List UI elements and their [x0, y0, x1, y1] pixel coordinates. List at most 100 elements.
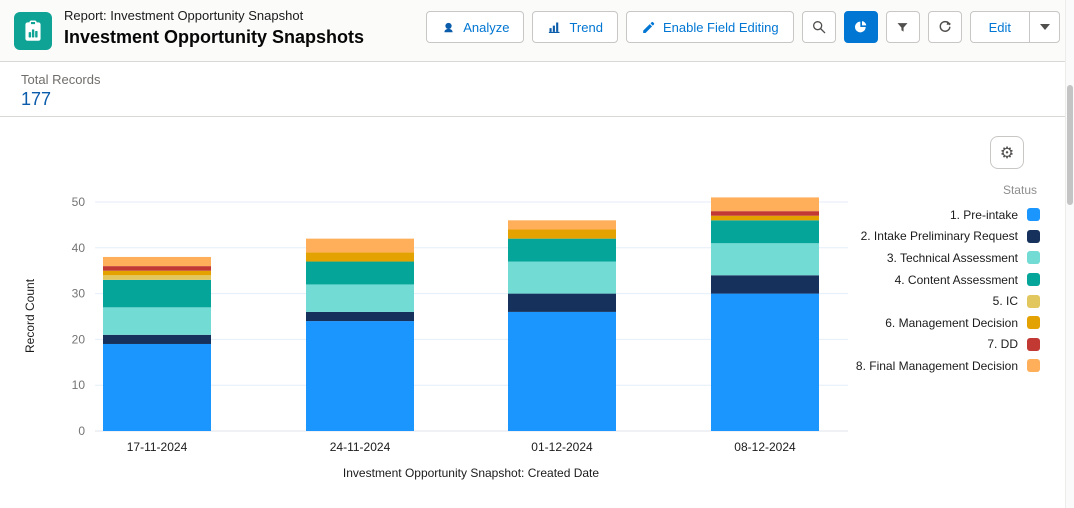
vertical-scrollbar-thumb[interactable]	[1067, 85, 1073, 205]
bar-segment[interactable]	[711, 243, 819, 275]
report-object-icon	[14, 12, 52, 50]
y-tick-label: 20	[72, 332, 86, 346]
bar-segment[interactable]	[711, 275, 819, 293]
legend-swatch	[1027, 251, 1040, 264]
x-axis-title: Investment Opportunity Snapshot: Created…	[343, 466, 599, 480]
legend-item[interactable]: 6. Management Decision	[810, 312, 1040, 334]
x-tick-label: 01-12-2024	[531, 440, 593, 454]
bar-segment[interactable]	[103, 271, 211, 276]
report-type-label: Report: Investment Opportunity Snapshot	[64, 8, 364, 24]
legend-swatch	[1027, 295, 1040, 308]
bar-segment[interactable]	[306, 284, 414, 311]
bar-segment[interactable]	[103, 344, 211, 431]
legend-label: 5. IC	[993, 294, 1018, 308]
bar-segment[interactable]	[711, 216, 819, 221]
bar-segment[interactable]	[711, 294, 819, 431]
legend-swatch	[1027, 338, 1040, 351]
bar-segment[interactable]	[306, 312, 414, 321]
header-titles: Report: Investment Opportunity Snapshot …	[64, 8, 364, 49]
bar-segment[interactable]	[508, 294, 616, 312]
bar-segment[interactable]	[306, 321, 414, 431]
pencil-icon	[641, 20, 656, 35]
analyze-button-label: Analyze	[463, 20, 509, 35]
bar-segment[interactable]	[103, 335, 211, 344]
y-axis-title: Record Count	[23, 278, 37, 353]
clipboard-chart-icon	[20, 18, 46, 44]
bar-segment[interactable]	[103, 307, 211, 334]
total-records-value[interactable]: 177	[21, 89, 51, 110]
legend-item[interactable]: 2. Intake Preliminary Request	[810, 226, 1040, 248]
edit-button[interactable]: Edit	[971, 12, 1029, 42]
header-toolbar: Analyze Trend Enable Field Editing	[426, 11, 1060, 43]
einstein-analyze-icon	[441, 20, 456, 35]
edit-dropdown-button[interactable]	[1029, 12, 1059, 42]
trend-button-label: Trend	[569, 20, 602, 35]
legend-item[interactable]: 8. Final Management Decision	[810, 355, 1040, 377]
search-button[interactable]	[802, 11, 836, 43]
search-icon	[811, 19, 827, 35]
legend-item[interactable]: 1. Pre-intake	[810, 204, 1040, 226]
legend-item[interactable]: 7. DD	[810, 334, 1040, 356]
refresh-button[interactable]	[928, 11, 962, 43]
enable-field-editing-button[interactable]: Enable Field Editing	[626, 11, 794, 43]
chart-settings-button[interactable]: ⚙	[990, 136, 1024, 169]
legend-label: 8. Final Management Decision	[856, 359, 1018, 373]
x-tick-label: 08-12-2024	[734, 440, 796, 454]
legend-items: 1. Pre-intake 2. Intake Preliminary Reque…	[810, 204, 1040, 377]
chevron-down-icon	[1040, 24, 1050, 30]
legend-label: 7. DD	[987, 337, 1018, 351]
legend-label: 2. Intake Preliminary Request	[861, 229, 1018, 243]
enable-field-editing-label: Enable Field Editing	[663, 20, 779, 35]
chart-legend: Status 1. Pre-intake 2. Intake Preliminar…	[810, 183, 1040, 377]
y-tick-label: 30	[72, 287, 86, 301]
bar-segment[interactable]	[508, 312, 616, 431]
bar-segment[interactable]	[306, 252, 414, 261]
bar-segment[interactable]	[103, 266, 211, 271]
bar-segment[interactable]	[711, 211, 819, 216]
bar-segment[interactable]	[306, 239, 414, 253]
filter-funnel-icon	[895, 20, 910, 35]
pie-chart-icon	[853, 19, 869, 35]
edit-button-label: Edit	[989, 20, 1011, 35]
bar-segment[interactable]	[508, 229, 616, 238]
legend-title: Status	[810, 183, 1040, 197]
y-tick-label: 40	[72, 241, 86, 255]
legend-item[interactable]: 5. IC	[810, 290, 1040, 312]
bar-segment[interactable]	[711, 197, 819, 211]
filter-button[interactable]	[886, 11, 920, 43]
legend-label: 1. Pre-intake	[950, 208, 1018, 222]
y-tick-label: 10	[72, 378, 86, 392]
bar-segment[interactable]	[103, 257, 211, 266]
page-header: Report: Investment Opportunity Snapshot …	[0, 0, 1074, 62]
gear-icon: ⚙	[1000, 145, 1014, 161]
vertical-scrollbar-track[interactable]	[1065, 0, 1074, 508]
legend-label: 4. Content Assessment	[895, 273, 1018, 287]
trend-chart-icon	[547, 20, 562, 35]
legend-swatch	[1027, 208, 1040, 221]
legend-swatch	[1027, 316, 1040, 329]
bar-segment[interactable]	[508, 239, 616, 262]
x-tick-label: 24-11-2024	[330, 440, 391, 454]
page-title: Investment Opportunity Snapshots	[64, 26, 364, 49]
bar-segment[interactable]	[508, 262, 616, 294]
legend-swatch	[1027, 273, 1040, 286]
bar-segment[interactable]	[508, 220, 616, 229]
chart-toggle-button[interactable]	[844, 11, 878, 43]
stacked-bar-chart: Record Count Investment Opportunity Snap…	[20, 175, 865, 505]
bar-segment[interactable]	[711, 220, 819, 243]
y-tick-label: 50	[72, 195, 86, 209]
y-tick-label: 0	[78, 424, 85, 438]
analyze-button[interactable]: Analyze	[426, 11, 524, 43]
legend-item[interactable]: 4. Content Assessment	[810, 269, 1040, 291]
x-tick-label: 17-11-2024	[127, 440, 188, 454]
legend-swatch	[1027, 230, 1040, 243]
trend-button[interactable]: Trend	[532, 11, 617, 43]
bar-segment[interactable]	[103, 275, 211, 280]
report-page: Report: Investment Opportunity Snapshot …	[0, 0, 1074, 508]
legend-swatch	[1027, 359, 1040, 372]
legend-item[interactable]: 3. Technical Assessment	[810, 247, 1040, 269]
legend-label: 3. Technical Assessment	[887, 251, 1018, 265]
bar-segment[interactable]	[306, 262, 414, 285]
summary-strip: Total Records 177	[0, 63, 1066, 117]
bar-segment[interactable]	[103, 280, 211, 307]
